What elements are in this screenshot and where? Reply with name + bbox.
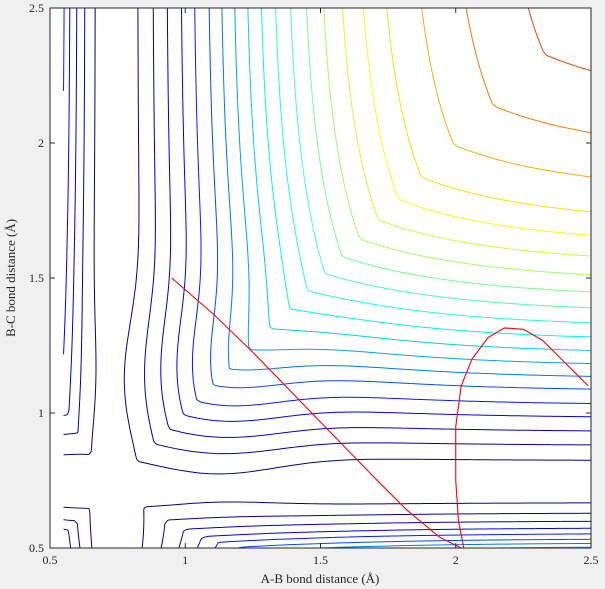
contour-line bbox=[275, 8, 591, 324]
contour-line bbox=[247, 8, 591, 351]
contour-line bbox=[465, 8, 591, 134]
contour-line bbox=[362, 8, 591, 236]
x-tick-label: 1 bbox=[182, 553, 188, 567]
contour-line bbox=[342, 8, 591, 257]
contour-lines bbox=[63, 8, 591, 548]
y-tick-label: 2.5 bbox=[29, 1, 44, 15]
contour-line bbox=[527, 8, 591, 72]
trajectory-line bbox=[171, 277, 462, 548]
x-tick-label: 1.5 bbox=[313, 553, 328, 567]
x-axis-ticks: 0.5 1 1.5 2 2.5 bbox=[43, 8, 599, 567]
contour-line bbox=[221, 8, 591, 548]
y-tick-label: 2 bbox=[38, 136, 44, 150]
contour-line bbox=[323, 8, 591, 276]
contour-line bbox=[260, 8, 591, 338]
contour-line bbox=[208, 8, 591, 548]
contour-line bbox=[63, 8, 591, 548]
y-tick-label: 1 bbox=[38, 406, 44, 420]
x-tick-label: 0.5 bbox=[43, 553, 58, 567]
axes-background bbox=[50, 8, 591, 548]
x-axis-label: A-B bond distance (Å) bbox=[261, 571, 380, 586]
y-axis-label: B-C bond distance (Å) bbox=[3, 219, 18, 337]
contour-line bbox=[421, 8, 591, 178]
return-curve-line bbox=[455, 327, 589, 548]
y-axis-ticks: 0.5 1 1.5 2 2.5 bbox=[29, 1, 591, 555]
contour-line bbox=[386, 8, 591, 213]
contour-line bbox=[290, 8, 591, 309]
contour-line bbox=[63, 8, 591, 548]
contour-line bbox=[234, 8, 591, 548]
red-curves bbox=[171, 277, 589, 548]
x-tick-label: 2 bbox=[453, 553, 459, 567]
y-tick-label: 1.5 bbox=[29, 271, 44, 285]
contour-line bbox=[63, 8, 591, 548]
y-tick-label: 0.5 bbox=[29, 541, 44, 555]
contour-line bbox=[63, 8, 591, 548]
x-tick-label: 2.5 bbox=[584, 553, 599, 567]
contour-line bbox=[63, 8, 591, 548]
contour-line bbox=[306, 8, 591, 293]
